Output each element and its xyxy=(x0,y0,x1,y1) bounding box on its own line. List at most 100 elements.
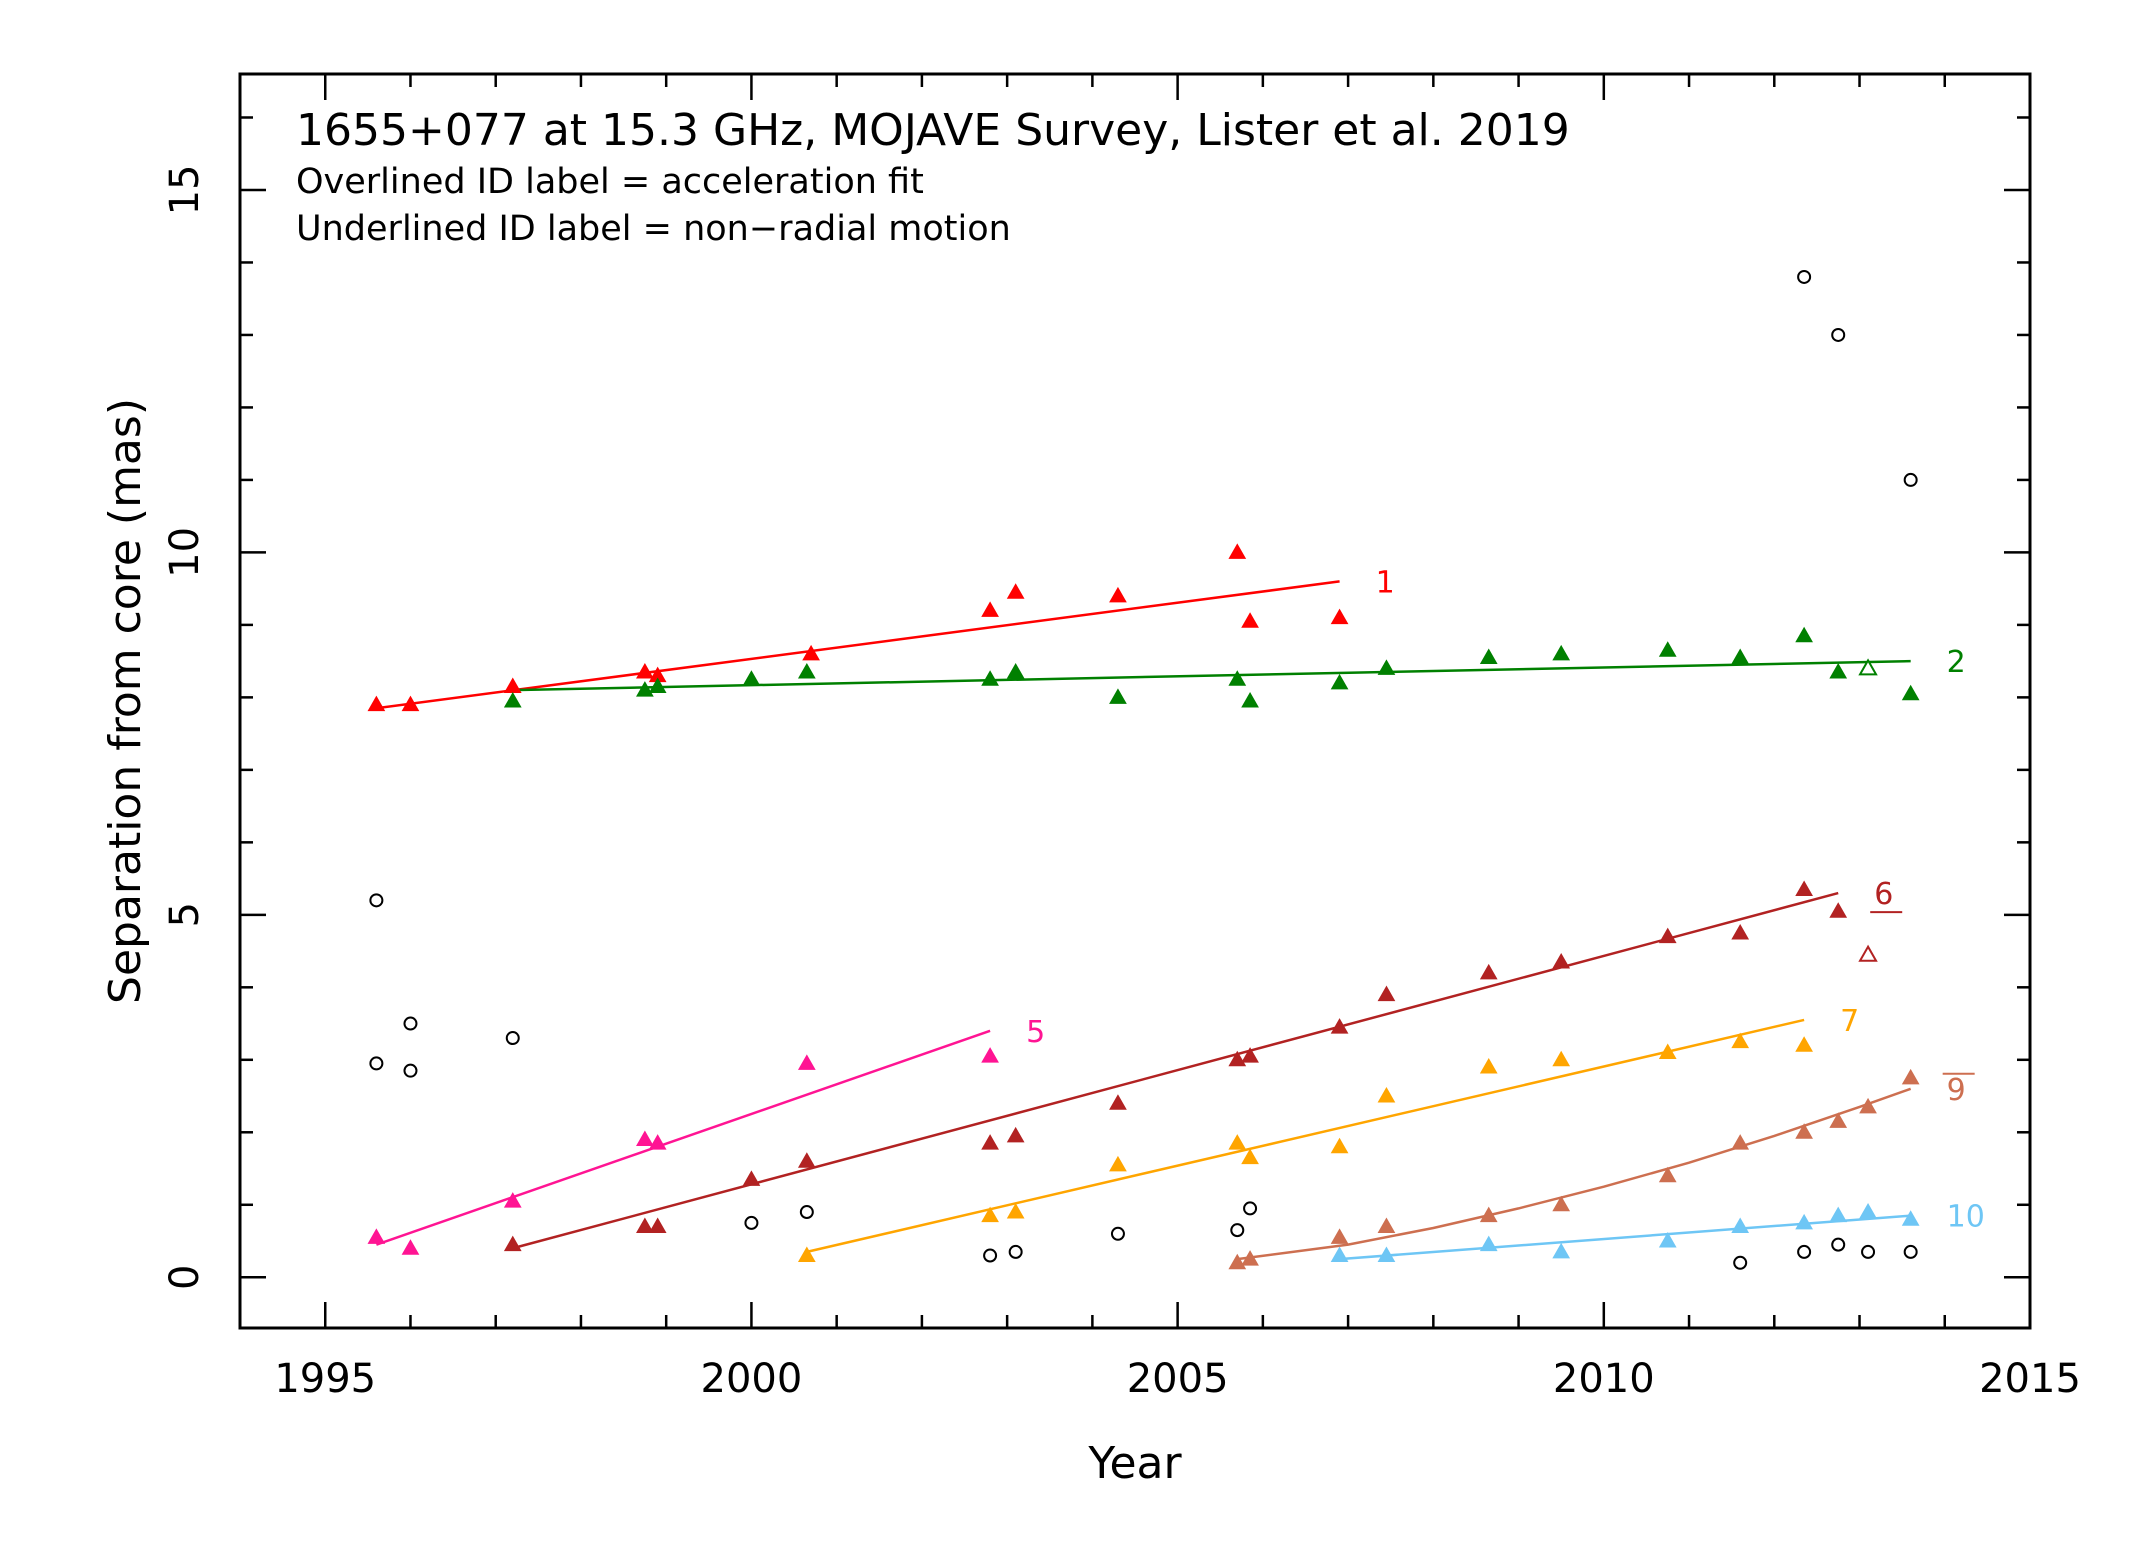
data-point-triangle xyxy=(1658,641,1677,657)
data-point-triangle xyxy=(1330,673,1349,690)
series-label-1: 1 xyxy=(1376,565,1395,600)
data-point-triangle xyxy=(1377,1217,1396,1234)
chart-title: 1655+077 at 15.3 GHz, MOJAVE Survey, Lis… xyxy=(296,105,1570,156)
data-point-triangle xyxy=(981,670,999,686)
data-point-triangle xyxy=(503,1235,522,1252)
data-point-triangle xyxy=(1658,927,1677,944)
data-point-triangle xyxy=(1479,1235,1498,1252)
data-point-triangle xyxy=(1829,1112,1848,1128)
x-tick-label: 2000 xyxy=(701,1356,803,1402)
component-labels: 1 2 5 6 7 9 10 xyxy=(1026,565,1985,1234)
data-point-triangle xyxy=(1859,1203,1877,1219)
data-point-triangle xyxy=(1330,1246,1349,1263)
data-point-triangle xyxy=(1901,1210,1920,1226)
data-point-triangle xyxy=(1228,1050,1247,1067)
data-point-triangle xyxy=(648,1217,667,1234)
data-point-triangle xyxy=(1241,612,1259,628)
fit-line-1 xyxy=(376,580,1340,710)
data-point-open-circle xyxy=(1230,1223,1245,1238)
data-point-open-circle xyxy=(1243,1201,1258,1216)
data-point-open-circle xyxy=(1903,1244,1918,1259)
data-point-triangle xyxy=(1006,1203,1025,1219)
y-axis-title: Separation from core (mas) xyxy=(100,398,151,1004)
data-point-triangle xyxy=(1228,543,1247,559)
data-point-triangle xyxy=(797,1152,816,1168)
data-point-triangle xyxy=(1795,1123,1813,1139)
x-axis-title: Year xyxy=(1087,1438,1182,1489)
data-point-triangle xyxy=(1377,1087,1396,1103)
data-point-open-circle xyxy=(1831,327,1846,342)
data-point-triangle xyxy=(1901,1068,1920,1085)
data-point-triangle xyxy=(648,677,667,694)
data-point-triangle xyxy=(636,681,654,697)
data-point-triangle xyxy=(1795,1213,1813,1230)
x-tick-label: 1995 xyxy=(274,1356,376,1402)
data-point-triangle xyxy=(1330,1228,1349,1244)
data-point-open-circle xyxy=(1797,1244,1812,1259)
data-point-triangle xyxy=(1377,985,1396,1002)
x-tick-label: 2015 xyxy=(1979,1356,2081,1402)
data-point-triangle xyxy=(503,1192,522,1208)
data-point-triangle xyxy=(367,695,386,712)
data-point-triangle xyxy=(797,662,816,679)
data-point-triangle xyxy=(1109,586,1127,603)
data-point-open-circle xyxy=(369,1056,384,1071)
data-point-triangle xyxy=(401,1239,420,1255)
data-point-open-circle xyxy=(1903,472,1918,487)
data-point-triangle xyxy=(1731,648,1750,665)
data-point-triangle xyxy=(1479,648,1498,665)
data-point-open-triangle xyxy=(1858,944,1878,962)
plot-frame xyxy=(238,72,2032,1330)
data-point-triangle xyxy=(1479,1206,1498,1223)
data-point-triangle xyxy=(1006,1126,1025,1143)
data-point-open-circle xyxy=(1110,1226,1125,1241)
axis-ticks xyxy=(238,74,2032,1328)
data-markers xyxy=(367,269,1920,1270)
annotation-underlined: Underlined ID label = non−radial motion xyxy=(296,209,1011,249)
y-tick-label: 10 xyxy=(162,527,208,578)
data-point-triangle xyxy=(1479,963,1498,980)
series-label-2: 2 xyxy=(1947,645,1966,680)
data-point-triangle xyxy=(1658,1043,1677,1060)
data-point-triangle xyxy=(1829,902,1848,918)
data-point-triangle xyxy=(1829,1206,1848,1223)
data-point-triangle xyxy=(648,1134,667,1150)
data-point-triangle xyxy=(1228,1134,1247,1150)
data-point-triangle xyxy=(981,1134,999,1150)
data-point-triangle xyxy=(1829,662,1848,679)
data-point-open-circle xyxy=(403,1063,418,1078)
data-point-triangle xyxy=(1731,1217,1750,1234)
data-point-triangle xyxy=(503,691,522,708)
data-point-triangle xyxy=(636,662,654,679)
y-tick-label: 5 xyxy=(162,902,208,927)
data-point-triangle xyxy=(1330,608,1349,625)
data-point-triangle xyxy=(802,644,820,661)
data-point-open-circle xyxy=(799,1205,814,1220)
data-point-triangle xyxy=(1731,1032,1750,1049)
data-point-triangle xyxy=(1330,1018,1349,1034)
fit-lines xyxy=(375,580,1912,1261)
data-point-triangle xyxy=(1731,1134,1750,1150)
data-point-triangle xyxy=(1006,583,1025,599)
fit-line-7 xyxy=(806,1018,1805,1254)
data-point-open-circle xyxy=(1831,1237,1846,1252)
data-point-triangle xyxy=(1731,923,1750,940)
data-point-triangle xyxy=(1479,1058,1498,1074)
data-point-triangle xyxy=(981,1047,999,1063)
data-point-triangle xyxy=(636,1217,654,1234)
data-point-triangle xyxy=(1552,644,1571,661)
series-label-10: 10 xyxy=(1947,1200,1985,1235)
data-point-open-circle xyxy=(1733,1255,1748,1270)
x-tick-label: 2005 xyxy=(1127,1356,1229,1402)
series-label-6: 6 xyxy=(1874,877,1893,912)
data-point-open-circle xyxy=(403,1016,418,1031)
data-point-triangle xyxy=(1795,626,1813,643)
data-point-triangle xyxy=(981,1206,999,1223)
data-point-triangle xyxy=(1241,1148,1259,1165)
data-point-triangle xyxy=(1006,662,1025,679)
fit-curve-9 xyxy=(1237,1087,1912,1261)
data-point-triangle xyxy=(636,1130,654,1147)
